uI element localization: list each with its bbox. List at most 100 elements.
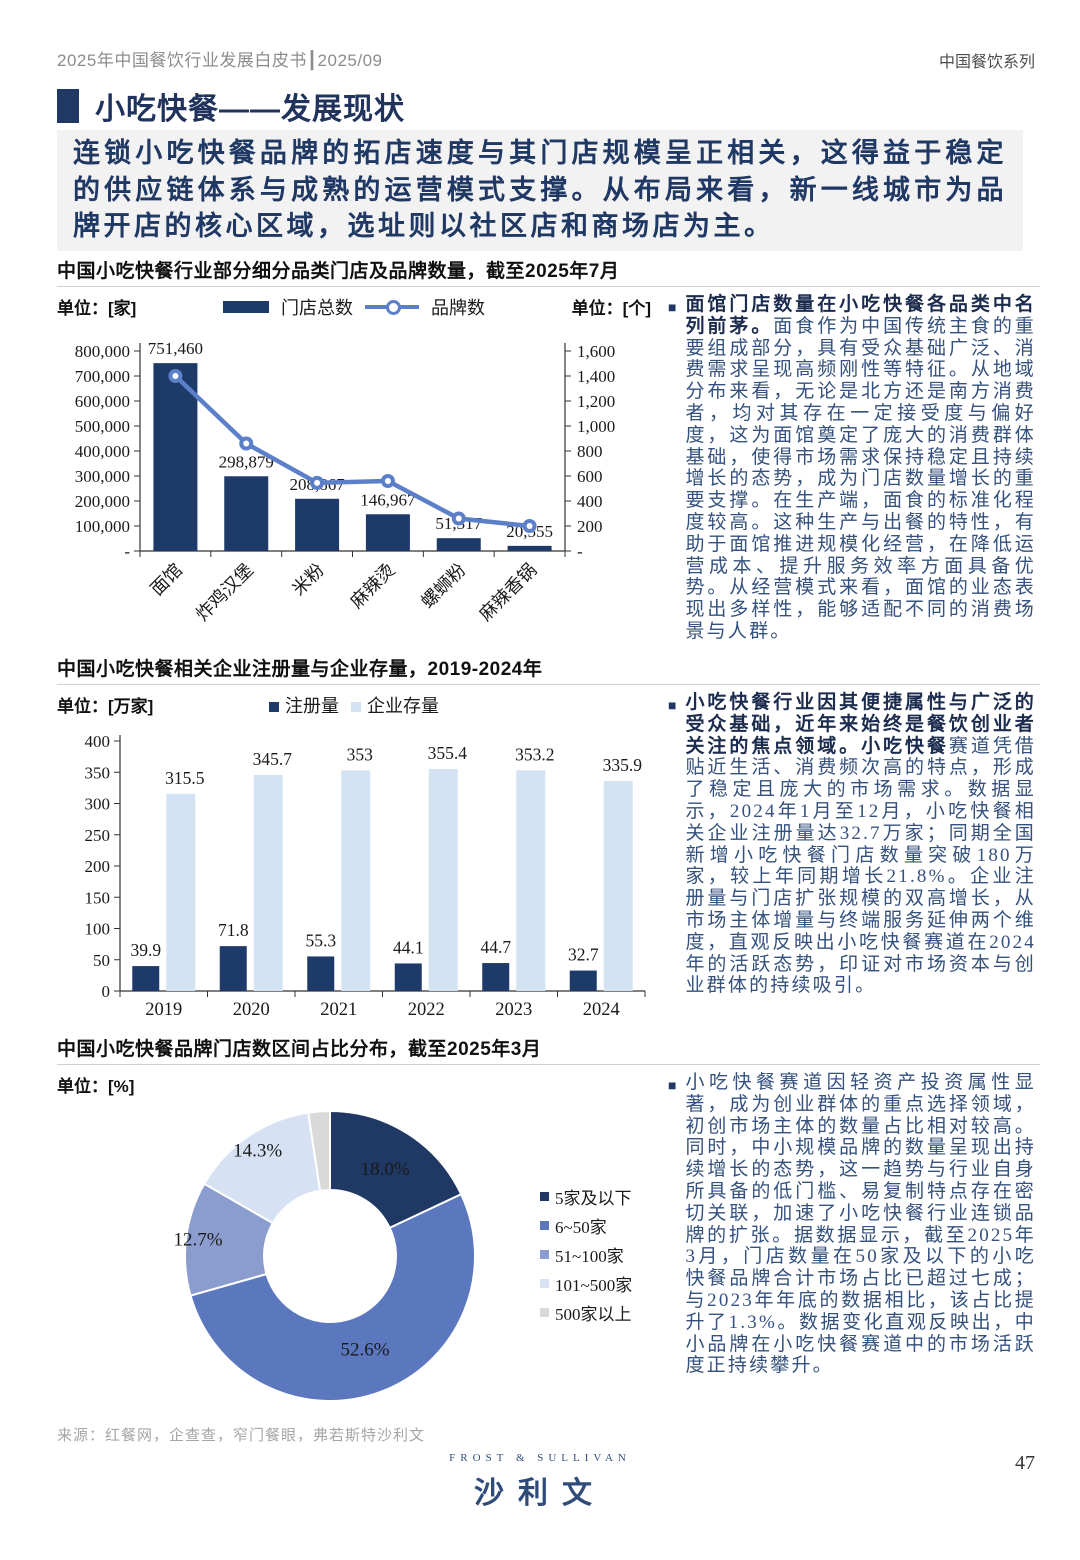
donut-legend-label: 5家及以下 bbox=[555, 1189, 632, 1208]
text-block-2-lead: 小吃快餐行业因其便捷属性与广泛的受众基础，近年来始终是餐饮创业者关注的焦点领域。… bbox=[685, 692, 1036, 757]
donut-legend-item: 101~500家 bbox=[540, 1269, 632, 1298]
text-block-1-lead: 面馆门店数量在小吃快餐各品类中名列前茅。 bbox=[685, 294, 1036, 337]
donut-legend-item: 5家及以下 bbox=[540, 1182, 632, 1211]
svg-text:55.3: 55.3 bbox=[305, 930, 336, 950]
svg-text:面馆: 面馆 bbox=[147, 560, 187, 600]
chart3-unit: 单位：[%] bbox=[57, 1077, 135, 1096]
svg-text:200: 200 bbox=[577, 517, 603, 536]
bullet-square-2: ■ bbox=[668, 697, 677, 713]
svg-text:298,879: 298,879 bbox=[219, 452, 274, 471]
svg-text:12.7%: 12.7% bbox=[173, 1230, 222, 1251]
brands-line-swatch bbox=[365, 299, 419, 315]
svg-text:335.9: 335.9 bbox=[603, 755, 643, 775]
chart2-title: 中国小吃快餐相关企业注册量与企业存量，2019-2024年 bbox=[57, 659, 543, 680]
stock-swatch bbox=[351, 701, 361, 712]
text-block-1-paragraph: 面馆门店数量在小吃快餐各品类中名列前茅。面食作为中国传统主食的重要组成部分，具有… bbox=[685, 294, 1036, 643]
chart2-unit: 单位：[万家] bbox=[57, 697, 154, 716]
svg-text:700,000: 700,000 bbox=[75, 367, 130, 386]
chart1-title: 中国小吃快餐行业部分细分品类门店及品牌数量，截至2025年7月 bbox=[57, 261, 620, 282]
donut-legend-label: 500家以上 bbox=[555, 1305, 632, 1324]
frost-sullivan-logo: FROST & SULLIVAN 沙利文 bbox=[0, 1452, 1080, 1512]
svg-text:400: 400 bbox=[577, 492, 603, 511]
text-block-3-body: 小吃快餐赛道因轻资产投资属性显著，成为创业群体的重点选择领域，初创市场主体的数量… bbox=[685, 1072, 1036, 1377]
text-block-brands-share: ■ 小吃快餐赛道因轻资产投资属性显著，成为创业群体的重点选择领域，初创市场主体的… bbox=[668, 1072, 1036, 1377]
donut-legend-label: 6~50家 bbox=[555, 1218, 607, 1237]
svg-text:800: 800 bbox=[577, 442, 603, 461]
svg-text:100: 100 bbox=[85, 920, 111, 939]
svg-text:1,000: 1,000 bbox=[577, 417, 615, 436]
svg-text:2023: 2023 bbox=[495, 1000, 532, 1020]
chart1-unit-right: 单位：[个] bbox=[571, 299, 651, 318]
header-left: 2025年中国餐饮行业发展白皮书┃2025/09 bbox=[57, 51, 383, 70]
svg-text:600: 600 bbox=[577, 467, 603, 486]
svg-text:1,200: 1,200 bbox=[577, 392, 615, 411]
divider-1 bbox=[57, 286, 1040, 287]
donut-legend-item: 51~100家 bbox=[540, 1240, 632, 1269]
bullet-square-1: ■ bbox=[668, 299, 677, 315]
donut-legend-swatch bbox=[540, 1308, 549, 1317]
svg-text:400,000: 400,000 bbox=[75, 442, 130, 461]
svg-text:米粉: 米粉 bbox=[288, 560, 328, 600]
donut-legend: 5家及以下 6~50家 51~100家 101~500家 500家以上 bbox=[540, 1182, 632, 1327]
svg-text:2021: 2021 bbox=[320, 1000, 357, 1020]
stores-bar-swatch bbox=[223, 300, 269, 313]
svg-text:600,000: 600,000 bbox=[75, 392, 130, 411]
legend-label-stores: 门店总数 bbox=[281, 297, 353, 318]
svg-text:355.4: 355.4 bbox=[428, 743, 468, 763]
text-block-2-paragraph: 小吃快餐行业因其便捷属性与广泛的受众基础，近年来始终是餐饮创业者关注的焦点领域。… bbox=[685, 692, 1036, 997]
svg-text:400: 400 bbox=[85, 732, 111, 751]
logo-wordmark-en: FROST & SULLIVAN bbox=[449, 1452, 631, 1464]
svg-text:-: - bbox=[124, 542, 130, 561]
donut-legend-label: 101~500家 bbox=[555, 1276, 633, 1295]
highlight-summary: 连锁小吃快餐品牌的拓店速度与其门店规模呈正相关，这得益于稳定的供应链体系与成熟的… bbox=[57, 130, 1023, 251]
store-count-donut-chart: 18.0%52.6%12.7%14.3%2.4% bbox=[173, 1109, 476, 1402]
legend-label-brands: 品牌数 bbox=[431, 297, 485, 318]
svg-text:50: 50 bbox=[93, 951, 110, 970]
svg-text:200,000: 200,000 bbox=[75, 492, 130, 511]
chart2-units-row: 单位：[万家] 注册量 企业存量 bbox=[57, 692, 651, 717]
svg-text:2022: 2022 bbox=[408, 1000, 445, 1020]
svg-text:麻辣烫: 麻辣烫 bbox=[346, 560, 398, 612]
registrations-swatch bbox=[269, 701, 279, 712]
svg-text:315.5: 315.5 bbox=[165, 768, 205, 788]
svg-text:52.6%: 52.6% bbox=[341, 1340, 390, 1361]
chart3-title: 中国小吃快餐品牌门店数区间占比分布，截至2025年3月 bbox=[57, 1039, 542, 1060]
legend-label-stock: 企业存量 bbox=[351, 692, 439, 718]
svg-text:1,600: 1,600 bbox=[577, 342, 615, 361]
svg-text:100,000: 100,000 bbox=[75, 517, 130, 536]
text-block-registrations: ■ 小吃快餐行业因其便捷属性与广泛的受众基础，近年来始终是餐饮创业者关注的焦点领… bbox=[668, 692, 1036, 997]
svg-text:146,967: 146,967 bbox=[360, 490, 416, 509]
donut-legend-swatch bbox=[540, 1279, 549, 1288]
page-title-row: 小吃快餐——发展现状 bbox=[57, 84, 405, 128]
svg-text:345.7: 345.7 bbox=[253, 749, 293, 769]
svg-text:39.9: 39.9 bbox=[130, 940, 161, 960]
text-block-noodles: ■ 面馆门店数量在小吃快餐各品类中名列前茅。面食作为中国传统主食的重要组成部分，… bbox=[668, 294, 1036, 643]
svg-text:500,000: 500,000 bbox=[75, 417, 130, 436]
svg-text:44.1: 44.1 bbox=[393, 937, 424, 957]
stores-brands-bar-line-chart: - - 100,000 200 200,000 400 300,000 600 400,000 8… bbox=[75, 339, 616, 625]
svg-text:1,400: 1,400 bbox=[577, 367, 615, 386]
svg-text:0: 0 bbox=[102, 982, 111, 1001]
donut-legend-swatch bbox=[540, 1250, 549, 1259]
svg-text:2024: 2024 bbox=[583, 1000, 620, 1020]
svg-text:200: 200 bbox=[85, 857, 111, 876]
svg-text:71.8: 71.8 bbox=[218, 920, 249, 940]
divider-2 bbox=[57, 684, 1040, 685]
svg-text:2020: 2020 bbox=[233, 1000, 270, 1020]
legend-label-registrations: 注册量 bbox=[269, 692, 339, 718]
chart1-unit-left: 单位：[家] bbox=[57, 299, 137, 318]
svg-text:353: 353 bbox=[347, 744, 374, 764]
divider-3 bbox=[57, 1064, 1040, 1065]
svg-text:350: 350 bbox=[85, 763, 111, 782]
svg-text:250: 250 bbox=[85, 826, 111, 845]
svg-text:14.3%: 14.3% bbox=[233, 1140, 282, 1161]
svg-text:300,000: 300,000 bbox=[75, 467, 130, 486]
svg-text:751,460: 751,460 bbox=[148, 339, 203, 358]
text-block-2-body: 赛道凭借贴近生活、消费频次高的特点，形成了稳定且庞大的市场需求。数据显示，202… bbox=[685, 735, 1036, 997]
source-note: 来源：红餐网，企查查，窄门餐眼，弗若斯特沙利文 bbox=[57, 1427, 426, 1444]
svg-text:炸鸡汉堡: 炸鸡汉堡 bbox=[192, 560, 257, 625]
svg-text:螺蛳粉: 螺蛳粉 bbox=[417, 560, 469, 612]
logo-wordmark-cn: 沙利文 bbox=[474, 1477, 606, 1510]
svg-text:300: 300 bbox=[85, 795, 111, 814]
